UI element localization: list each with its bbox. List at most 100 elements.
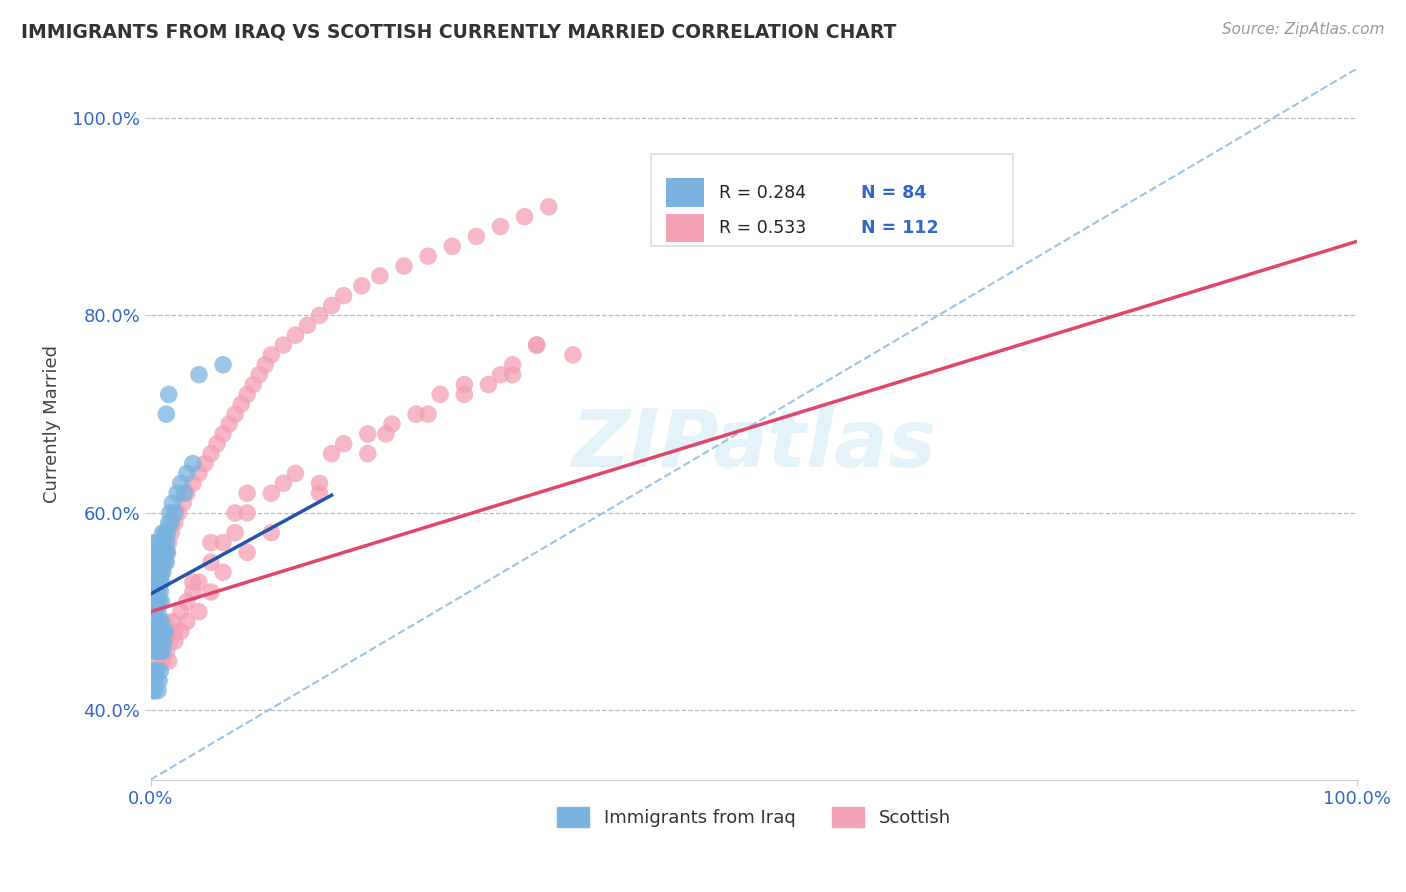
Point [160, 525, 183, 540]
Point [145, 664, 167, 678]
Point [155, 407, 177, 421]
Point [153, 535, 176, 549]
Point [148, 575, 170, 590]
Point [159, 634, 181, 648]
Point [284, 328, 307, 343]
Point [170, 624, 193, 639]
Point [162, 615, 184, 629]
Point [163, 634, 186, 648]
Point [146, 644, 169, 658]
Point [143, 535, 166, 549]
Point [163, 624, 186, 639]
Point [194, 457, 217, 471]
Point [200, 585, 222, 599]
Point [146, 585, 169, 599]
Point [224, 506, 246, 520]
Point [224, 525, 246, 540]
Point [416, 249, 439, 263]
Point [441, 239, 464, 253]
Point [181, 476, 204, 491]
Point [357, 447, 380, 461]
Point [150, 555, 173, 569]
Point [145, 555, 167, 569]
Text: R = 0.284: R = 0.284 [718, 184, 806, 202]
Point [332, 288, 354, 302]
Point [236, 506, 259, 520]
Point [146, 624, 169, 639]
Point [149, 545, 172, 559]
Text: N = 84: N = 84 [862, 184, 927, 202]
Point [150, 624, 173, 639]
Point [212, 358, 235, 372]
Point [150, 595, 173, 609]
Point [143, 555, 166, 569]
Point [163, 516, 186, 530]
Point [284, 467, 307, 481]
Point [157, 516, 180, 530]
Point [142, 624, 165, 639]
Point [236, 387, 259, 401]
Point [332, 437, 354, 451]
Point [142, 585, 165, 599]
Point [141, 595, 163, 609]
Point [148, 595, 170, 609]
Point [156, 624, 179, 639]
Point [152, 624, 174, 639]
Point [143, 605, 166, 619]
Point [145, 673, 167, 688]
Point [308, 309, 330, 323]
Point [141, 683, 163, 698]
Point [181, 457, 204, 471]
Point [153, 624, 176, 639]
Point [152, 525, 174, 540]
Point [155, 545, 177, 559]
Point [170, 476, 193, 491]
Point [236, 545, 259, 559]
Point [143, 634, 166, 648]
Point [146, 575, 169, 590]
Point [148, 555, 170, 569]
Point [143, 565, 166, 579]
Point [143, 624, 166, 639]
Point [254, 358, 277, 372]
Point [153, 545, 176, 559]
Point [150, 615, 173, 629]
Point [146, 605, 169, 619]
Point [200, 535, 222, 549]
Point [374, 426, 396, 441]
Point [247, 368, 270, 382]
Point [152, 545, 174, 559]
Point [142, 644, 165, 658]
Point [149, 585, 172, 599]
Point [145, 615, 167, 629]
Point [145, 585, 167, 599]
Point [176, 615, 198, 629]
Point [152, 565, 174, 579]
Point [141, 664, 163, 678]
Point [149, 624, 172, 639]
Point [170, 605, 193, 619]
Point [142, 605, 165, 619]
Point [153, 615, 176, 629]
Point [176, 467, 198, 481]
Point [502, 358, 524, 372]
Point [308, 476, 330, 491]
Point [163, 506, 186, 520]
Point [145, 535, 167, 549]
Point [155, 535, 177, 549]
Point [357, 426, 380, 441]
Point [153, 555, 176, 569]
Point [416, 407, 439, 421]
Point [145, 595, 167, 609]
Point [146, 565, 169, 579]
Point [176, 595, 198, 609]
Point [205, 437, 228, 451]
Point [229, 397, 252, 411]
Point [537, 200, 560, 214]
Point [149, 615, 172, 629]
Point [429, 387, 451, 401]
Point [143, 664, 166, 678]
Point [489, 368, 512, 382]
Point [142, 565, 165, 579]
Point [145, 575, 167, 590]
